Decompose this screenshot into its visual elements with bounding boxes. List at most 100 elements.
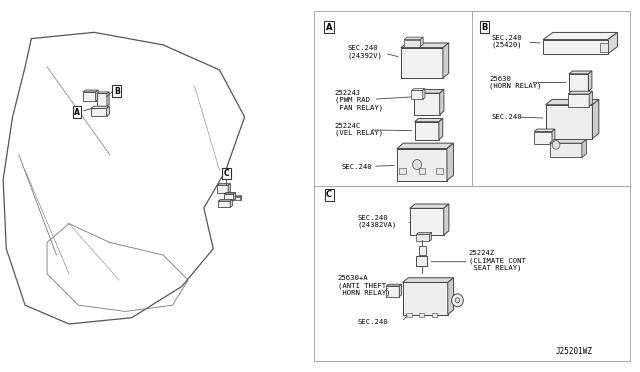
Polygon shape (588, 71, 592, 91)
Polygon shape (412, 89, 425, 90)
Polygon shape (404, 39, 420, 47)
Bar (432, 313, 437, 317)
Polygon shape (235, 196, 242, 197)
Polygon shape (543, 39, 608, 54)
Bar (419, 313, 424, 317)
Text: 25224J
(PWM RAD
 FAN RELAY): 25224J (PWM RAD FAN RELAY) (335, 90, 383, 111)
Bar (399, 168, 406, 173)
Polygon shape (429, 232, 431, 241)
Polygon shape (422, 89, 425, 99)
Polygon shape (417, 232, 431, 234)
Polygon shape (401, 48, 443, 78)
Polygon shape (91, 108, 107, 116)
Polygon shape (218, 201, 230, 207)
Circle shape (452, 294, 463, 307)
Polygon shape (403, 278, 454, 282)
Polygon shape (387, 284, 401, 286)
Polygon shape (447, 143, 453, 181)
Polygon shape (545, 99, 599, 105)
Polygon shape (568, 91, 593, 94)
Polygon shape (443, 43, 449, 78)
Text: C: C (223, 169, 229, 178)
Text: SEC.240
(24382VA): SEC.240 (24382VA) (357, 215, 397, 228)
Polygon shape (83, 92, 95, 101)
Polygon shape (397, 148, 447, 181)
Text: J25201WZ: J25201WZ (556, 347, 593, 356)
Polygon shape (403, 282, 448, 315)
Text: 25630+A
(ANTI THEFT
 HORN RELAY): 25630+A (ANTI THEFT HORN RELAY) (338, 276, 390, 296)
Polygon shape (217, 184, 230, 185)
Polygon shape (235, 197, 241, 201)
Text: B: B (481, 23, 488, 32)
Polygon shape (241, 196, 242, 201)
Polygon shape (83, 90, 98, 92)
Polygon shape (97, 92, 109, 93)
Polygon shape (399, 284, 401, 297)
Text: A: A (326, 23, 332, 32)
Polygon shape (107, 92, 109, 106)
Polygon shape (543, 32, 618, 39)
Text: SEC.240
(25420): SEC.240 (25420) (492, 35, 522, 48)
Text: SEC.240
(24392V): SEC.240 (24392V) (348, 45, 383, 59)
Text: 25224Z
(CLIMATE CONT
 SEAT RELAY): 25224Z (CLIMATE CONT SEAT RELAY) (468, 250, 525, 272)
Polygon shape (440, 90, 444, 115)
Polygon shape (218, 199, 232, 201)
Polygon shape (415, 119, 443, 122)
Polygon shape (552, 129, 555, 144)
Bar (416, 256, 427, 266)
Polygon shape (414, 90, 444, 93)
Polygon shape (410, 204, 449, 208)
Polygon shape (534, 129, 555, 132)
Polygon shape (107, 106, 109, 116)
Polygon shape (444, 204, 449, 235)
Polygon shape (608, 32, 618, 54)
Bar (419, 168, 425, 173)
Polygon shape (217, 185, 228, 193)
Polygon shape (582, 140, 586, 157)
Text: SEC.240: SEC.240 (357, 319, 388, 325)
Polygon shape (95, 90, 98, 101)
Polygon shape (91, 106, 109, 108)
Text: 25224C
(VEL RELAY): 25224C (VEL RELAY) (335, 123, 383, 136)
Polygon shape (569, 74, 588, 91)
Polygon shape (410, 208, 444, 235)
Text: C: C (326, 190, 332, 199)
Text: SEC.240: SEC.240 (341, 164, 372, 170)
Polygon shape (448, 278, 454, 315)
Polygon shape (568, 94, 589, 106)
Bar (419, 246, 426, 254)
Polygon shape (224, 194, 234, 200)
Polygon shape (589, 91, 593, 106)
Text: A: A (74, 108, 80, 117)
Polygon shape (417, 234, 429, 241)
Circle shape (455, 298, 460, 303)
Polygon shape (420, 37, 423, 47)
Bar (406, 313, 412, 317)
Polygon shape (550, 140, 586, 143)
Polygon shape (550, 143, 582, 157)
Polygon shape (593, 99, 599, 139)
Polygon shape (234, 193, 236, 200)
Polygon shape (387, 286, 399, 297)
Circle shape (552, 141, 560, 149)
Polygon shape (545, 105, 593, 139)
Text: SEC.240: SEC.240 (492, 114, 522, 120)
Polygon shape (412, 90, 422, 99)
Polygon shape (97, 93, 107, 106)
Polygon shape (404, 37, 423, 39)
Polygon shape (228, 184, 230, 193)
Polygon shape (534, 132, 552, 144)
Bar (600, 43, 608, 52)
Text: B: B (114, 87, 120, 96)
Circle shape (413, 160, 422, 170)
Bar (436, 168, 443, 173)
Polygon shape (397, 143, 453, 148)
Polygon shape (439, 119, 443, 140)
Polygon shape (230, 199, 232, 207)
Polygon shape (414, 93, 440, 115)
Polygon shape (415, 122, 439, 140)
Polygon shape (401, 43, 449, 48)
Polygon shape (569, 71, 592, 74)
Polygon shape (224, 193, 236, 194)
Text: 25630
(HORN RELAY): 25630 (HORN RELAY) (489, 76, 541, 89)
